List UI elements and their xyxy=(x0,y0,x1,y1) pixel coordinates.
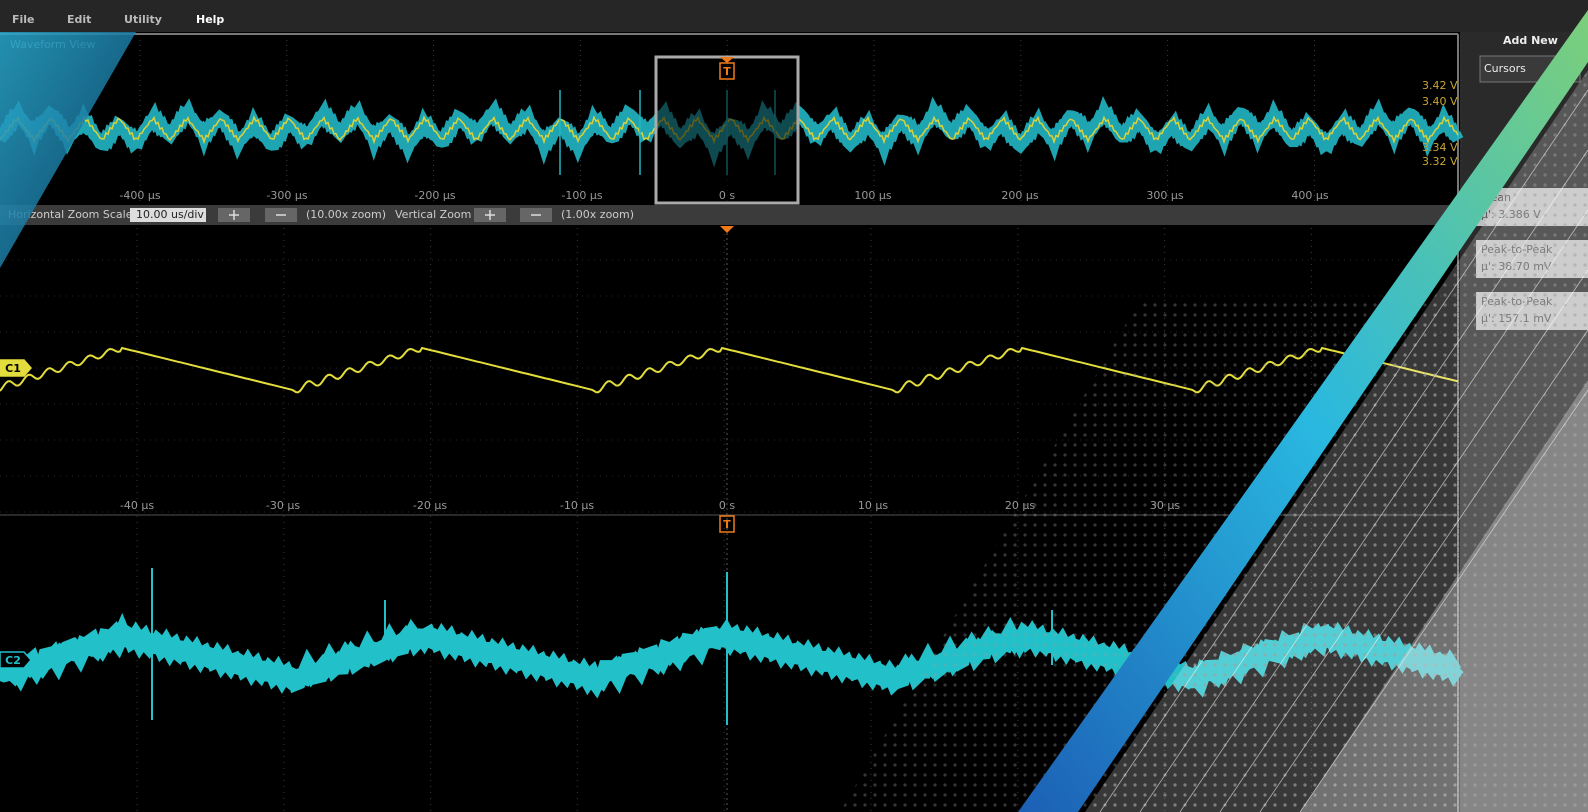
trigger-marker xyxy=(720,226,734,233)
zoom-label: Horizontal Zoom Scale xyxy=(8,208,133,221)
overview-tick-label: 100 µs xyxy=(854,189,891,202)
zoom-value: 10.00 us/div xyxy=(136,208,204,221)
channel-badge xyxy=(0,359,32,377)
volt-label: 3.32 V xyxy=(1422,155,1458,168)
zoom-bar xyxy=(0,205,1458,225)
overview-tick-label: 200 µs xyxy=(1001,189,1038,202)
decor-dots xyxy=(1085,70,1588,812)
decor-triangle xyxy=(0,32,136,268)
main-tick-label: -10 µs xyxy=(560,499,594,512)
volt-label: 3.34 V xyxy=(1422,141,1458,154)
trigger-flag xyxy=(719,515,735,533)
decor-line xyxy=(1139,149,1588,812)
overview-tick-label: -300 µs xyxy=(266,189,307,202)
menu-item[interactable]: Edit xyxy=(67,13,91,26)
zoom-input[interactable] xyxy=(130,208,206,222)
main-tick-label: -40 µs xyxy=(120,499,154,512)
channel-label: C2 xyxy=(5,654,21,667)
overview-tick-label: 400 µs xyxy=(1291,189,1328,202)
main-tick-label: 0 s xyxy=(719,499,735,512)
decor-line xyxy=(1259,329,1588,812)
channel-label: C1 xyxy=(5,362,21,375)
trigger-label: T xyxy=(723,65,731,78)
decor-line xyxy=(1179,209,1588,812)
menu-item[interactable]: Utility xyxy=(124,13,162,26)
overview-tick-label: -100 µs xyxy=(561,189,602,202)
volt-label: 3.40 V xyxy=(1422,95,1458,108)
menu-bar xyxy=(0,0,1588,32)
main-tick-label: -30 µs xyxy=(266,499,300,512)
decor-line xyxy=(1099,89,1588,812)
main-tick-label: -20 µs xyxy=(413,499,447,512)
trigger-marker xyxy=(720,57,734,63)
zoom-factor: (10.00x zoom) xyxy=(306,208,386,221)
overview-tick-label: -400 µs xyxy=(119,189,160,202)
trigger-flag xyxy=(719,62,735,80)
menu-item[interactable]: Help xyxy=(196,13,224,26)
trigger-label: T xyxy=(723,518,731,531)
decor-line xyxy=(1299,389,1588,812)
decor-light xyxy=(1300,380,1588,812)
decor-stripe xyxy=(1018,10,1588,812)
channel-badge xyxy=(0,651,32,669)
main-tick-label: 10 µs xyxy=(858,499,888,512)
decor-line xyxy=(1219,269,1588,812)
side-button-label: Cursors xyxy=(1484,62,1526,75)
volt-label: 3.42 V xyxy=(1422,79,1458,92)
zoom-factor: (1.00x zoom) xyxy=(561,208,634,221)
overview-tick-label: 0 s xyxy=(719,189,735,202)
side-title: Add New xyxy=(1503,34,1558,47)
overview-tick-label: 300 µs xyxy=(1146,189,1183,202)
menu-item[interactable]: File xyxy=(12,13,35,26)
zoom-label: Vertical Zoom xyxy=(395,208,471,221)
overview-tick-label: -200 µs xyxy=(414,189,455,202)
